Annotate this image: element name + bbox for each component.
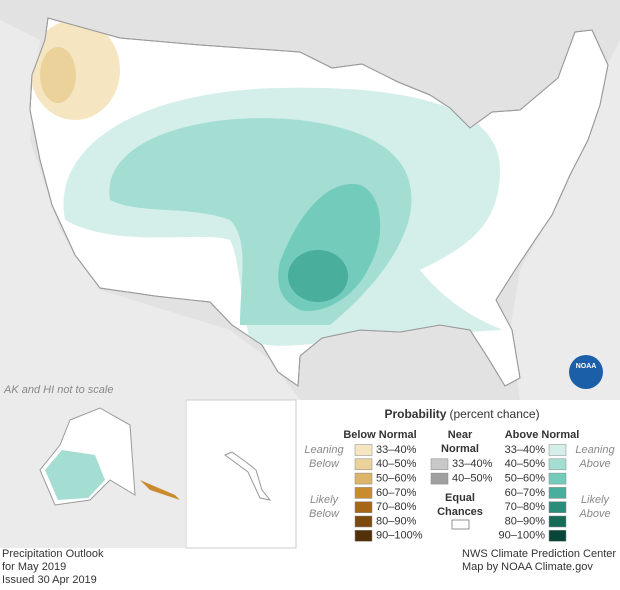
alaska-above <box>45 450 105 500</box>
footer-left: Issued 30 Apr 2019 <box>2 574 97 585</box>
swatch <box>354 530 373 542</box>
range-label: 80–90% <box>376 515 417 527</box>
above-area <box>288 250 348 302</box>
side-label: Above <box>578 508 610 520</box>
equal-area <box>155 269 225 301</box>
range-label: 33–40% <box>376 444 417 456</box>
swatch <box>548 515 567 528</box>
legend-subtitle: (percent chance) <box>450 407 540 421</box>
swatch <box>430 458 449 471</box>
range-label: 33–40% <box>452 458 493 470</box>
probability-areas <box>30 20 502 346</box>
near-header: Normal <box>441 443 479 455</box>
side-label: Below <box>309 508 340 520</box>
swatch <box>548 444 567 456</box>
legend-title: Probability <box>384 407 446 421</box>
scale-note: AK and HI not to scale <box>3 384 113 396</box>
range-label: 40–50% <box>505 458 546 470</box>
swatch <box>430 472 449 485</box>
below-area <box>40 47 76 103</box>
footer-left: Precipitation Outlook <box>2 548 104 560</box>
range-label: 90–100% <box>499 530 546 542</box>
range-label: 60–70% <box>376 487 417 499</box>
range-label: 90–100% <box>376 530 423 542</box>
side-label: Leaning <box>575 444 615 456</box>
range-label: 60–70% <box>505 487 546 499</box>
below-header: Below Normal <box>343 429 416 441</box>
range-label: 70–80% <box>505 501 546 513</box>
swatch <box>548 487 567 499</box>
equal-label: Equal <box>445 492 475 504</box>
range-label: 40–50% <box>376 458 417 470</box>
hawaii-inset <box>185 399 297 549</box>
above-header: Above Normal <box>505 429 580 441</box>
equal-label: Chances <box>437 506 483 518</box>
swatch <box>548 458 567 471</box>
swatch <box>354 472 373 485</box>
swatch <box>451 519 470 530</box>
range-label: 50–60% <box>376 473 417 485</box>
alaska-below <box>140 480 180 500</box>
swatch <box>354 444 373 456</box>
hawaii <box>224 451 272 501</box>
range-label: 50–60% <box>505 473 546 485</box>
range-label: 80–90% <box>505 515 546 527</box>
footer-right: NWS Climate Prediction Center <box>462 548 616 560</box>
legend: Probability (percent chance) Below Norma… <box>304 407 615 542</box>
footer-right: Map by NOAA Climate.gov <box>462 561 593 573</box>
swatch <box>354 458 373 471</box>
legend-heading: Probability (percent chance) <box>384 407 539 421</box>
swatch <box>354 515 373 528</box>
side-label: Likely <box>310 494 340 506</box>
logo-text: NOAA <box>576 363 597 370</box>
footer-left: for May 2019 <box>2 561 66 573</box>
range-label: 33–40% <box>505 444 546 456</box>
range-label: 40–50% <box>452 473 493 485</box>
side-label: Likely <box>581 494 611 506</box>
swatch <box>548 501 567 513</box>
side-label: Leaning <box>304 444 344 456</box>
side-label: Below <box>309 458 340 470</box>
noaa-logo <box>569 355 603 389</box>
swatch <box>354 487 373 499</box>
side-label: Above <box>578 458 610 470</box>
swatch <box>548 472 567 485</box>
swatch <box>354 501 373 513</box>
near-header: Near <box>448 429 473 441</box>
swatch <box>548 530 567 542</box>
range-label: 70–80% <box>376 501 417 513</box>
